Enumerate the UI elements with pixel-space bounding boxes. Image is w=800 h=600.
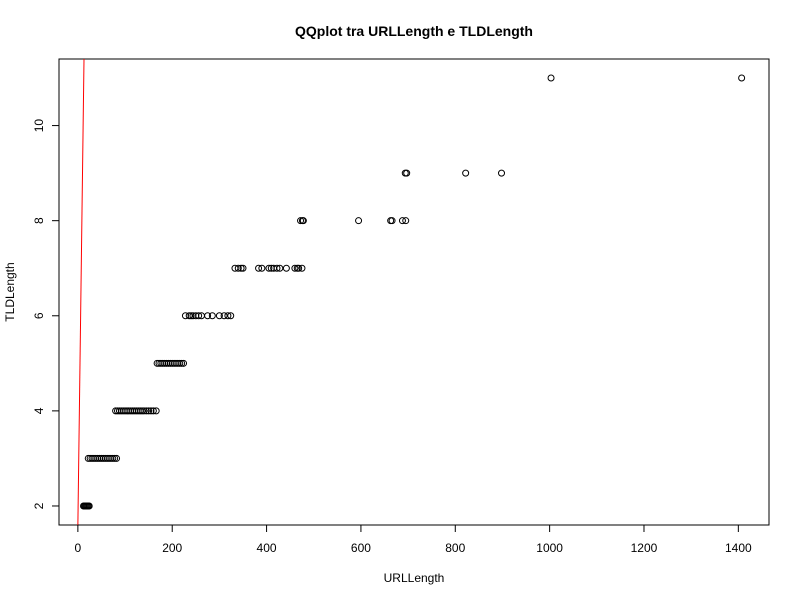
data-point	[185, 312, 193, 320]
x-tick-label: 1000	[536, 541, 563, 555]
reference-line-layer	[77, 58, 85, 526]
data-point	[187, 312, 195, 320]
x-axis: 0 200 400 600 800 1000 1200 1400	[75, 524, 752, 555]
x-axis-label: URLLength	[384, 571, 445, 585]
x-tick-label: 0	[75, 541, 82, 555]
x-tick-label: 800	[445, 541, 465, 555]
y-tick-label: 4	[32, 407, 46, 414]
data-point	[398, 217, 406, 225]
y-axis-label: TLDLength	[3, 262, 17, 321]
data-point	[234, 264, 242, 272]
data-point	[180, 359, 188, 367]
data-point	[297, 217, 305, 225]
data-point	[176, 359, 184, 367]
data-point	[738, 74, 746, 82]
data-point	[147, 407, 155, 415]
data-point	[149, 407, 157, 415]
data-point	[138, 407, 146, 415]
x-tick-label: 1200	[631, 541, 658, 555]
plot-frame	[58, 58, 770, 526]
y-axis: 2 4 6 8 10	[32, 119, 60, 509]
data-point	[255, 264, 263, 272]
data-point	[498, 169, 506, 177]
data-point	[295, 264, 303, 272]
data-point	[220, 312, 228, 320]
data-point	[291, 264, 299, 272]
data-point	[195, 312, 203, 320]
data-point	[403, 169, 411, 177]
data-point	[282, 264, 290, 272]
x-tick-label: 1400	[725, 541, 752, 555]
x-tick-label: 600	[351, 541, 371, 555]
data-point	[85, 502, 93, 510]
chart-title: QQplot tra URLLength e TLDLength	[295, 23, 533, 39]
points-layer	[80, 74, 746, 510]
data-point	[142, 407, 150, 415]
data-point	[239, 264, 247, 272]
data-point	[258, 264, 266, 272]
data-point	[227, 312, 235, 320]
data-point	[273, 264, 281, 272]
data-point	[402, 217, 410, 225]
data-point	[237, 264, 245, 272]
data-point	[178, 359, 186, 367]
data-point	[204, 312, 212, 320]
y-tick-label: 6	[32, 312, 46, 319]
data-point	[109, 454, 117, 462]
data-point	[298, 264, 306, 272]
y-tick-label: 2	[32, 502, 46, 509]
data-point	[547, 74, 555, 82]
data-point	[113, 454, 121, 462]
data-point	[145, 407, 153, 415]
y-tick-label: 8	[32, 217, 46, 224]
x-tick-label: 200	[162, 541, 182, 555]
data-point	[462, 169, 470, 177]
y-tick-label: 10	[32, 119, 46, 133]
data-point	[388, 217, 396, 225]
data-point	[111, 454, 119, 462]
data-point	[355, 217, 363, 225]
data-point	[265, 264, 273, 272]
data-point	[152, 407, 160, 415]
reference-line	[77, 58, 85, 526]
data-point	[224, 312, 232, 320]
data-point	[140, 407, 148, 415]
data-point	[215, 312, 223, 320]
data-point	[276, 264, 284, 272]
x-tick-label: 400	[257, 541, 277, 555]
data-point	[299, 217, 307, 225]
data-point	[208, 312, 216, 320]
